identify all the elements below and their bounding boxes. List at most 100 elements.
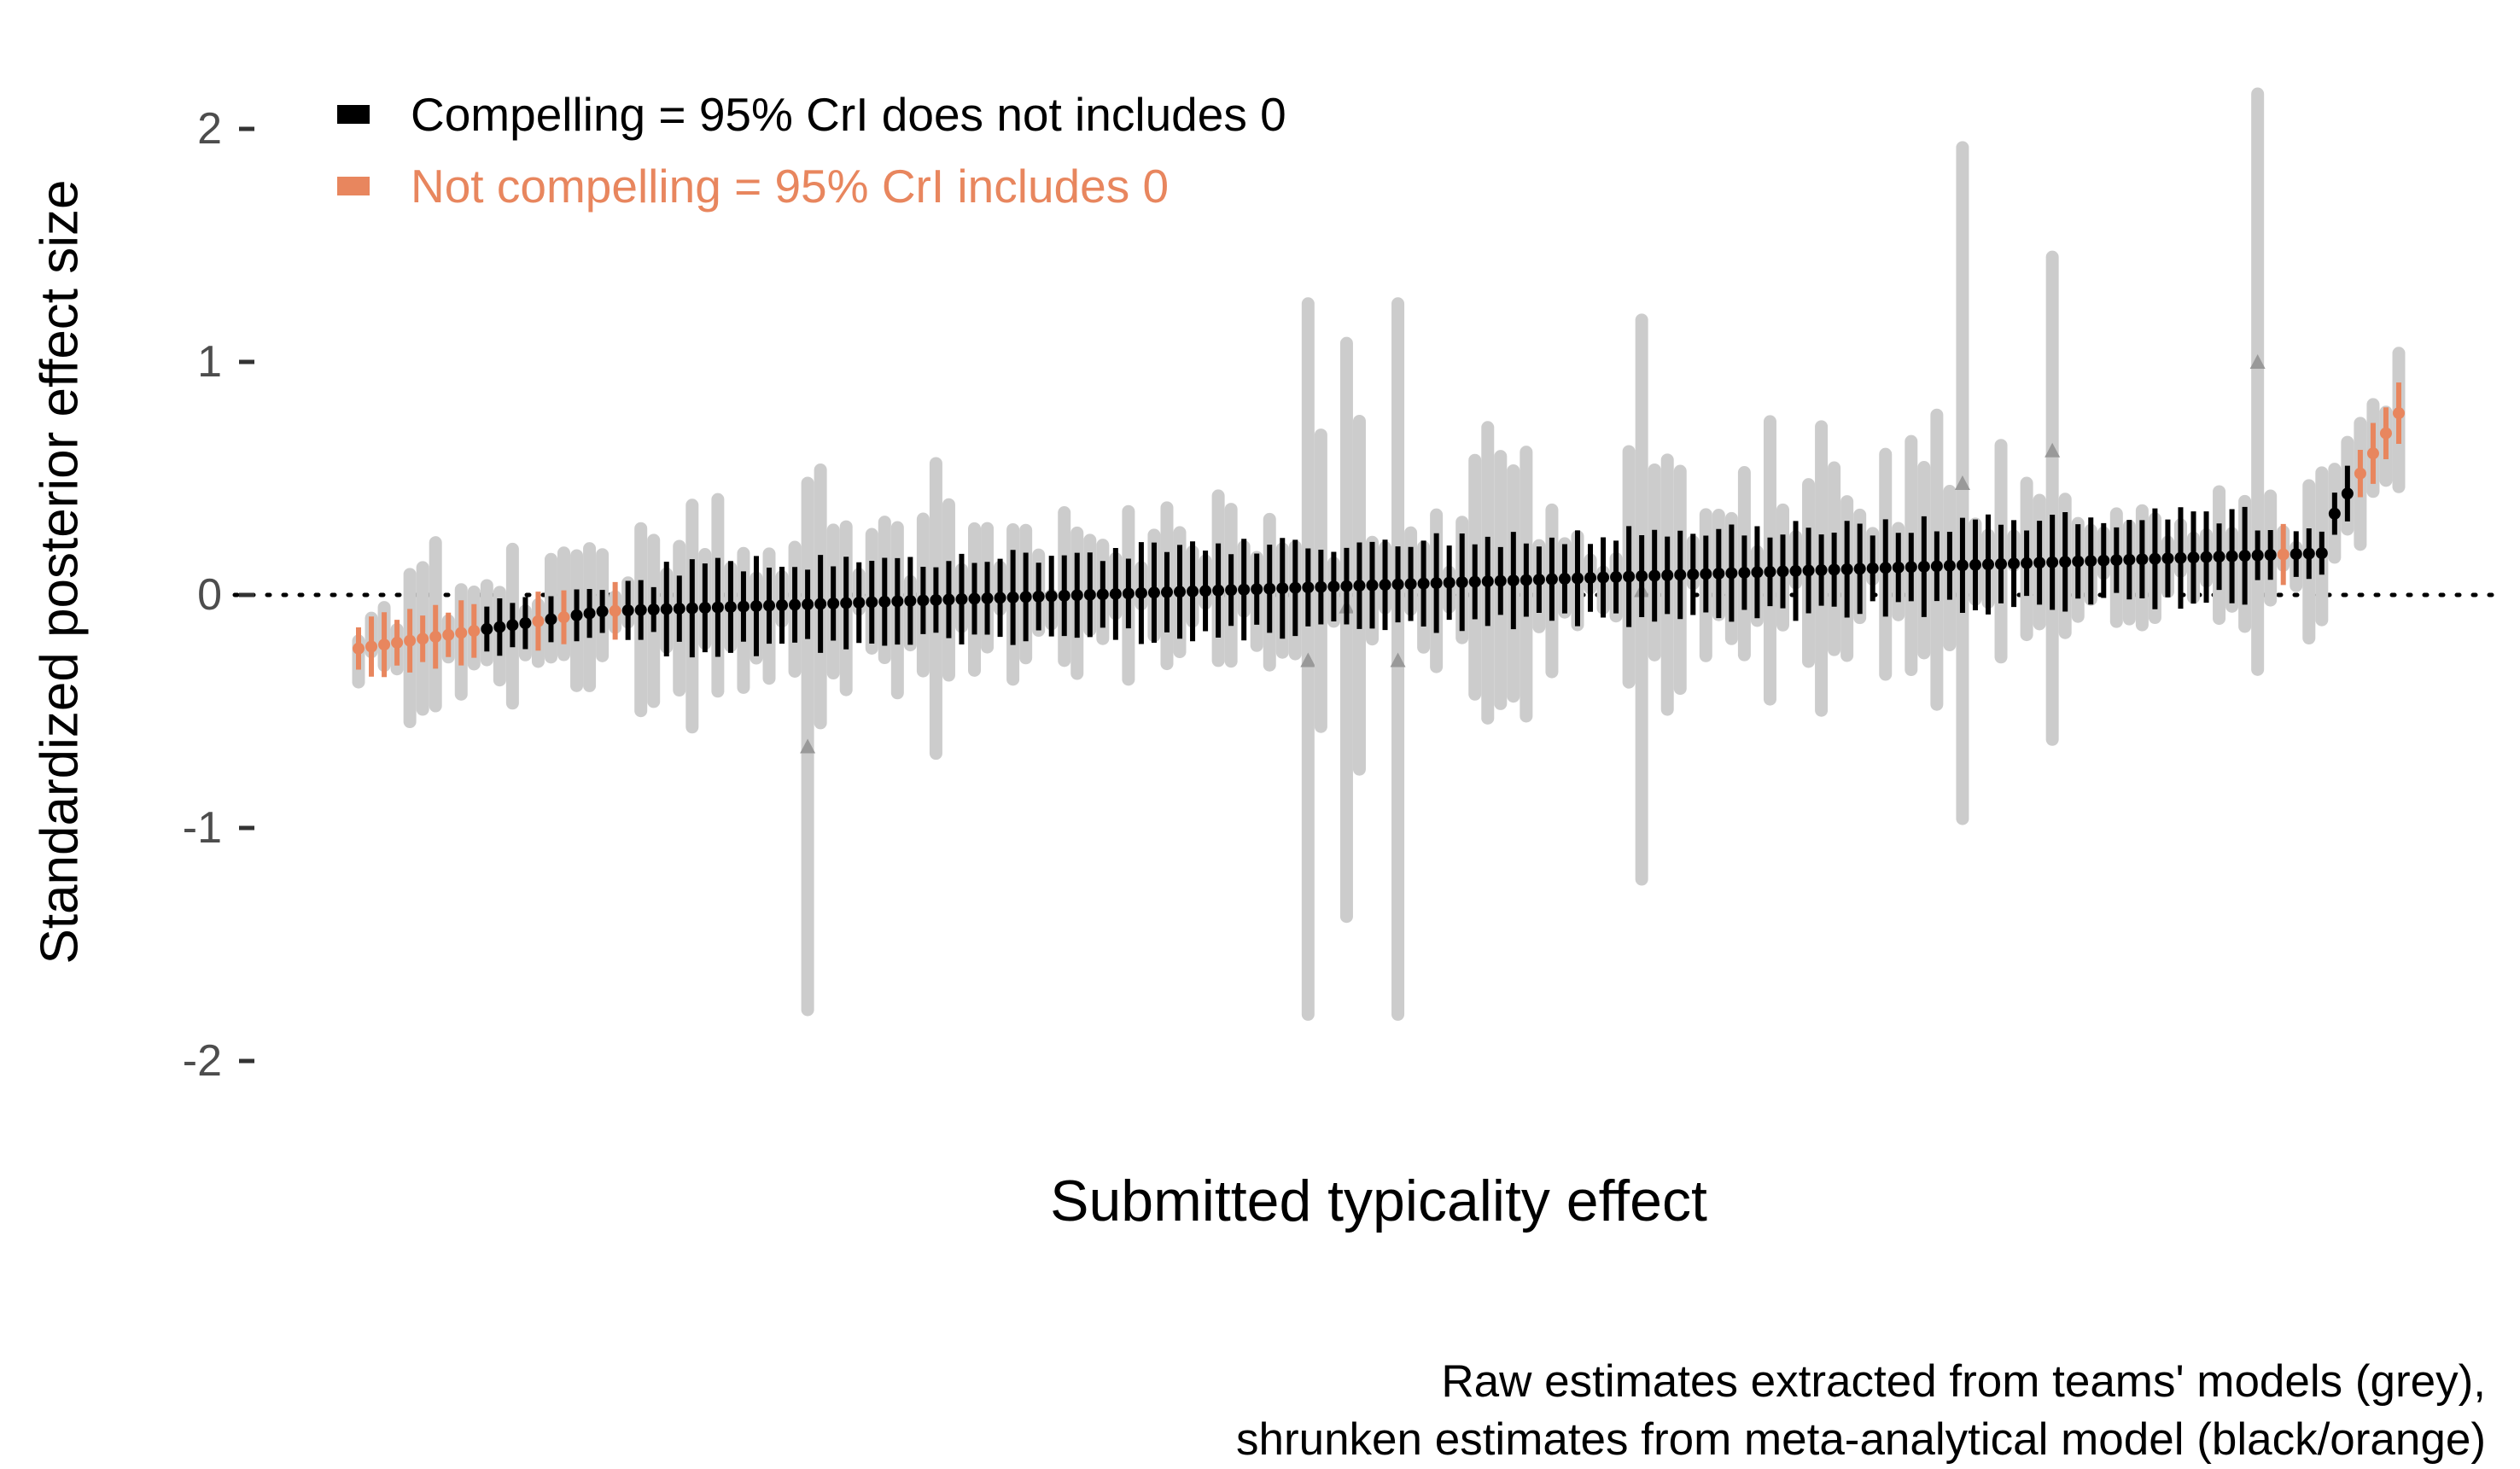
shrunken-estimate-point [1545,573,1558,586]
shrunken-estimate-point [1532,574,1545,586]
shrunken-estimate-point [365,640,378,653]
shrunken-estimate-point [378,638,391,651]
shrunken-estimate-point [2366,447,2379,460]
shrunken-estimate-point [1751,566,1764,579]
shrunken-estimate-point [1943,559,1956,572]
shrunken-estimate-point [481,622,493,635]
y-tick-label-1: 1 [197,337,222,387]
shrunken-estimate-point [1187,585,1199,598]
caption-line-1: Raw estimates extracted from teams' mode… [1441,1356,2486,1407]
shrunken-estimate-point [802,598,814,611]
shrunken-estimate-point [596,605,609,618]
shrunken-estimate-point [673,603,685,615]
shrunken-estimate-point [1764,565,1776,578]
shrunken-estimate-point [1455,576,1468,589]
shrunken-estimate-point [647,603,660,616]
shrunken-estimate-point [2085,555,2097,568]
shrunken-estimate-point [1443,576,1455,589]
shrunken-estimate-point [930,593,942,606]
shrunken-estimate-point [429,631,442,644]
shrunken-estimate-point [1070,589,1083,602]
shrunken-estimate-point [609,604,621,617]
shrunken-estimate-point [840,597,853,609]
shrunken-estimate-point [1789,564,1802,577]
shrunken-estimate-point [904,594,917,607]
shrunken-estimate-point [2328,507,2341,520]
shrunken-estimate-point [1661,568,1674,581]
shrunken-estimate-point [2123,553,2136,566]
shrunken-estimate-point [1174,586,1187,598]
y-tick-label-2: 2 [197,104,222,154]
raw-estimate-marker [1300,652,1316,667]
shrunken-estimate-point [878,595,891,608]
shrunken-estimate-point [750,600,762,613]
shrunken-estimate-point [1289,581,1302,594]
shrunken-estimate-point [2059,556,2072,568]
shrunken-estimate-point [2290,548,2302,561]
shrunken-estimate-point [994,592,1006,604]
legend: Compelling = 95% CrI does not includes 0… [337,79,1286,222]
shrunken-estimate-point [391,636,404,649]
shrunken-estimate-point [1969,558,1981,571]
shrunken-estimate-point [724,601,737,614]
raw-estimate-marker [1954,475,1970,490]
shrunken-estimate-point [2354,467,2366,480]
shrunken-estimate-point [1096,588,1109,601]
caption-line-2: shrunken estimates from meta-analytical … [1235,1414,2486,1465]
raw-estimate-marker [2249,354,2266,369]
shrunken-estimate-point [763,599,776,612]
shrunken-estimate-point [2149,552,2161,565]
legend-item-compelling: Compelling = 95% CrI does not includes 0 [337,79,1286,150]
shrunken-estimate-point [1032,590,1045,603]
shrunken-estimate-point [1879,562,1892,574]
shrunken-estimate-point [1917,560,1930,573]
shrunken-estimate-point [1866,562,1879,574]
legend-label-not-compelling: Not compelling = 95% CrI includes 0 [411,160,1170,213]
shrunken-estimate-point [532,615,545,627]
shrunken-estimate-point [685,602,698,615]
shrunken-estimate-point [917,594,930,607]
shrunken-estimate-point [1802,564,1815,577]
shrunken-estimate-point [468,625,481,638]
shrunken-estimate-point [2161,552,2174,565]
shrunken-estimate-point [1468,575,1481,588]
x-axis-label: Submitted typicality effect [1050,1169,1707,1233]
shrunken-estimate-point [634,603,647,616]
shrunken-estimate-point [2225,550,2238,563]
shrunken-estimate-point [1404,578,1417,591]
shrunken-estimate-point [2238,550,2251,563]
shrunken-estimate-point [1199,585,1212,598]
shrunken-estimate-point [2072,555,2085,568]
shrunken-estimate-point [1135,586,1147,599]
shrunken-estimate-point [621,604,634,617]
shrunken-estimate-point [1212,584,1225,597]
shrunken-estimate-point [442,628,455,641]
chart-plot [232,87,2508,1064]
shrunken-estimate-point [1648,569,1661,582]
shrunken-estimate-point [493,621,506,633]
shrunken-estimate-point [1058,589,1070,602]
shrunken-estimate-point [417,632,429,645]
shrunken-estimate-point [1610,571,1623,584]
shrunken-estimate-point [1956,559,1969,572]
shrunken-estimate-point [1019,591,1032,603]
raw-estimate-marker [2045,442,2061,458]
shrunken-estimate-point [1507,574,1520,587]
shrunken-estimate-point [1571,572,1584,585]
shrunken-estimate-point [1828,563,1840,576]
shrunken-estimate-point [968,592,981,605]
shrunken-estimate-point [1584,572,1597,585]
shrunken-estimate-point [1251,583,1263,596]
shrunken-estimate-point [660,603,673,615]
shrunken-estimate-point [1160,586,1173,598]
shrunken-estimate-point [827,598,840,610]
y-tick-label-minus-1: -1 [182,803,222,853]
shrunken-estimate-point [1006,591,1019,603]
shrunken-estimate-point [1353,580,1366,592]
shrunken-estimate-point [1674,568,1687,581]
legend-item-not-compelling: Not compelling = 95% CrI includes 0 [337,150,1286,222]
shrunken-estimate-point [1725,567,1738,580]
shrunken-estimate-point [1302,581,1315,594]
legend-key-not-compelling [337,177,370,195]
shrunken-estimate-point [1597,571,1610,584]
